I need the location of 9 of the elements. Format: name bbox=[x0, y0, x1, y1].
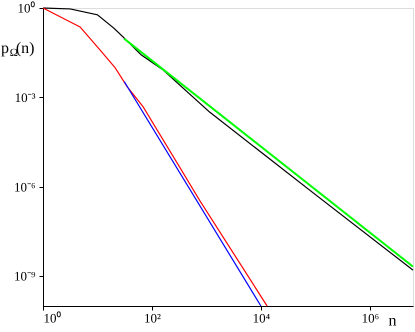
x-tick-label: 10² bbox=[144, 310, 161, 326]
y-tick-label: 10⁻³ bbox=[14, 90, 36, 105]
x-axis-title: n bbox=[388, 312, 396, 330]
x-tick-label: 10⁶ bbox=[362, 310, 380, 326]
x-tick-label: 10⁴ bbox=[252, 310, 271, 326]
y-tick-label: 10⁻⁶ bbox=[14, 179, 36, 194]
x-tick-label: 10⁰ bbox=[44, 310, 62, 326]
y-tick-label: 10⁻⁹ bbox=[14, 268, 36, 284]
y-tick-label: 10⁰ bbox=[18, 0, 36, 16]
